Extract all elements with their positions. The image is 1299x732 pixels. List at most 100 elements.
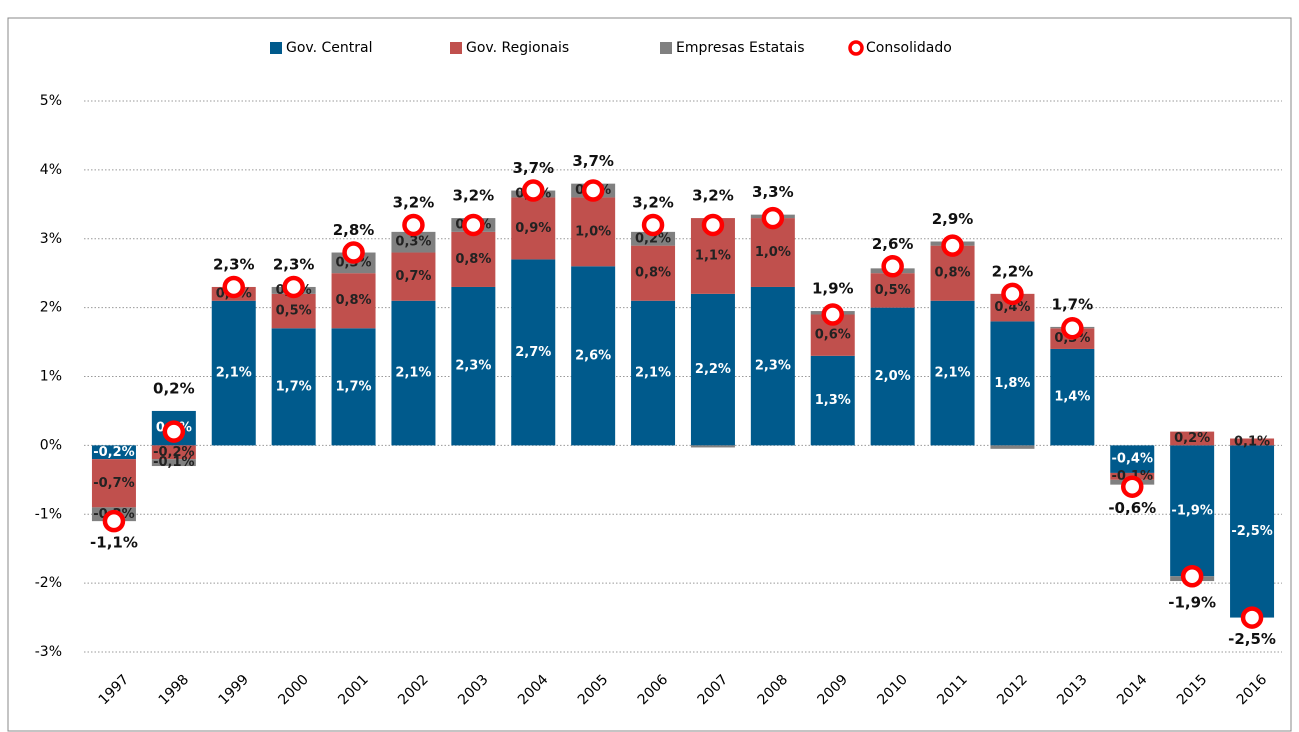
consolidated-point [102,509,126,533]
y-tick-label: 4% [40,162,62,178]
consolidated-label: 1,7% [1052,295,1094,313]
bar-segment [331,273,376,329]
data-label: -0,2% [153,445,194,460]
data-label: 0,5% [276,304,312,319]
bar-segment [990,321,1035,446]
data-label: 2,7% [515,345,551,360]
data-label: 0,2% [1174,431,1210,446]
consolidated-label: 3,3% [752,183,794,201]
bar-segment [511,259,556,446]
bar-segment [451,286,496,446]
bar-segment [690,445,735,448]
consolidated-point [761,206,785,230]
y-tick-label: 1% [40,369,62,385]
consolidated-point [821,303,844,326]
data-label: 2,2% [695,362,731,377]
data-label: 1,7% [336,379,372,394]
data-label: 2,1% [935,366,971,381]
consolidated-label: 2,9% [932,210,974,228]
consolidated-label: -1,1% [90,534,138,552]
consolidated-point [1121,475,1144,498]
bar-segment [1170,431,1215,446]
consolidated-label: -2,5% [1228,630,1276,648]
y-tick-label: -2% [35,575,62,591]
consolidated-label: 2,3% [273,255,315,273]
legend-swatch [660,42,672,54]
bar-segment [1170,445,1215,577]
data-label: 2,0% [875,369,911,384]
bar-segment [571,266,616,446]
consolidated-label: 2,6% [872,235,914,253]
data-label: 0,9% [515,221,551,236]
consolidated-point [881,255,904,278]
consolidated-label: 2,8% [333,221,375,239]
bar-segment [1230,445,1275,618]
consolidated-point [402,213,425,237]
consolidated-point [641,213,665,237]
consolidated-label: 0,2% [153,379,195,397]
data-label: 1,8% [994,376,1030,391]
consolidated-point [162,420,186,443]
consolidated-point [1180,564,1204,588]
consolidated-point [342,241,365,264]
legend-swatch [450,42,462,54]
data-label: 0,8% [455,252,491,267]
consolidated-point [941,234,964,257]
consolidated-label: 3,2% [692,187,734,205]
data-label: 0,8% [336,293,372,308]
y-tick-label: -3% [35,644,62,660]
bar-segment [91,445,136,460]
bar-segment [930,300,975,446]
consolidated-point [1240,606,1264,629]
data-label: 1,1% [695,248,731,263]
data-label: 0,7% [395,269,431,284]
bar-segment [571,197,616,267]
consolidated-label: 2,3% [213,255,255,273]
data-label: 1,3% [815,393,851,408]
consolidated-label: 1,9% [812,280,854,298]
bar-segment [810,355,855,446]
consolidated-label: -1,9% [1168,594,1216,612]
data-label: 2,3% [755,359,791,374]
data-label: 1,4% [1054,390,1090,405]
data-label: 1,7% [276,379,312,394]
bar-segment [750,286,795,446]
consolidated-label: 2,2% [992,262,1034,280]
bar-segment [990,445,1035,449]
y-tick-label: -1% [35,506,62,522]
legend-marker [848,40,864,56]
data-label: 2,1% [395,366,431,381]
consolidated-label: 3,2% [393,193,435,211]
consolidated-label: -0,6% [1108,499,1156,517]
bar-segment [1230,438,1275,446]
bar-segment [151,445,196,460]
data-label: 1,0% [755,245,791,260]
data-label: 0,2% [635,231,671,246]
data-label: -1,9% [1171,503,1212,518]
bar-segment [1050,348,1095,446]
consolidated-label: 3,7% [512,159,554,177]
bar-segment [750,218,795,287]
legend-label: Empresas Estatais [676,40,805,56]
legend-label: Gov. Regionais [466,40,569,56]
data-label: 0,3% [395,235,431,250]
y-tick-label: 5% [40,93,62,109]
bar-segment [690,293,735,446]
bar-segment [870,307,915,446]
data-label: 0,4% [994,300,1030,315]
consolidated-label: 3,7% [572,152,614,170]
y-tick-label: 0% [40,437,62,453]
consolidated-point [701,213,725,237]
data-label: 0,6% [815,328,851,343]
data-label: -0,7% [93,476,134,491]
data-label: -0,2% [93,445,134,460]
bar-segment [451,231,496,287]
bar-segment [631,231,676,246]
data-label: 1,0% [575,224,611,239]
legend-label: Consolidado [866,40,952,56]
data-label: -0,1% [153,455,194,470]
data-label: 0,8% [935,266,971,281]
data-label: 2,1% [635,366,671,381]
data-label: 0,5% [875,283,911,298]
